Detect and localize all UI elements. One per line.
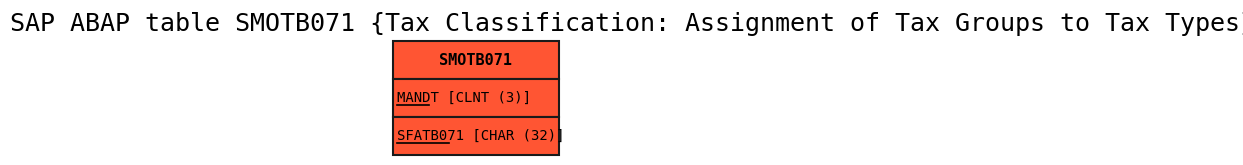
Text: MANDT [CLNT (3)]: MANDT [CLNT (3)]	[398, 91, 531, 105]
FancyBboxPatch shape	[393, 117, 559, 155]
FancyBboxPatch shape	[393, 79, 559, 117]
Text: SAP ABAP table SMOTB071 {Tax Classification: Assignment of Tax Groups to Tax Typ: SAP ABAP table SMOTB071 {Tax Classificat…	[10, 12, 1243, 35]
Text: SFATB071 [CHAR (32)]: SFATB071 [CHAR (32)]	[398, 129, 564, 143]
Text: SMOTB071: SMOTB071	[439, 53, 512, 68]
FancyBboxPatch shape	[393, 41, 559, 79]
